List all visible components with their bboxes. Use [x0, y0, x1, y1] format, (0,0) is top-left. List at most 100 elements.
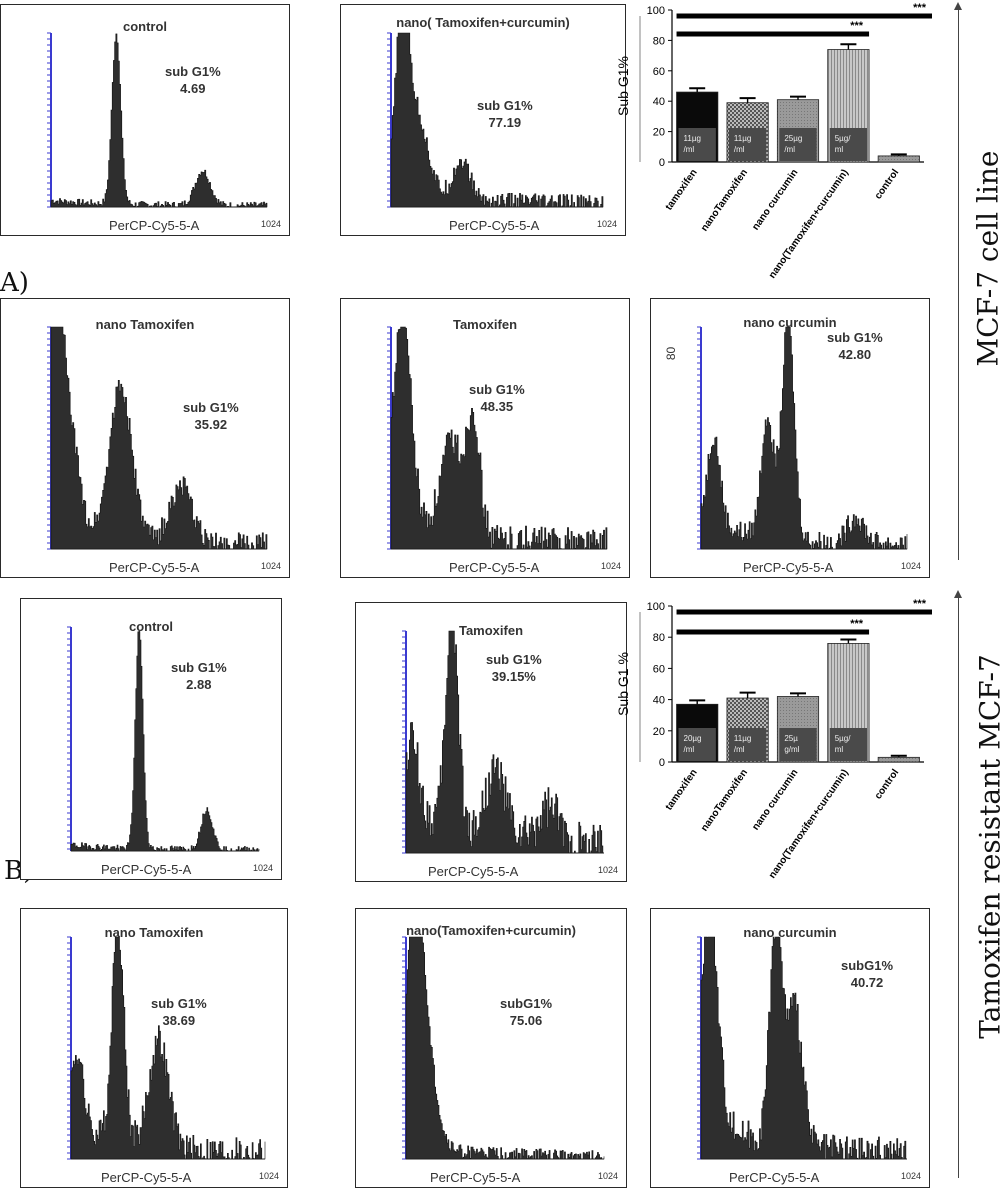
- sub-g1-caption: subG1%: [500, 996, 553, 1011]
- histogram-title: control: [128, 619, 174, 634]
- bar-4: [877, 155, 920, 163]
- bar-category-label: tamoxifen: [664, 167, 700, 212]
- histogram-x-max: 1024: [597, 865, 618, 875]
- bar-category-label: control: [873, 767, 902, 801]
- sub-g1-caption: sub G1%: [469, 382, 525, 397]
- bar-category-label: nano curcumin: [750, 167, 800, 232]
- bar-dose-box-2: [779, 128, 817, 161]
- histogram-plot-a-tam: [387, 326, 608, 550]
- histogram-x-label: PerCP-Cy5-5-A: [449, 560, 540, 575]
- bar-dose-box-0: [678, 128, 716, 161]
- histogram-panel-a-nano-tc: nano( Tamoxifen+curcumin) sub G1% 77.19 Per…: [340, 4, 626, 236]
- histogram-plot-b-nano-cur: [697, 936, 907, 1160]
- histogram-x-max: 1024: [252, 863, 273, 873]
- histogram-area: [50, 33, 268, 208]
- histogram-panel-a-tam: Tamoxifen sub G1% 48.35 PerCP-Cy5-5-A 1024: [340, 298, 630, 578]
- histogram-panel-b-nano-tc: nano(Tamoxifen+curcumin) subG1% 75.06 PerCP…: [355, 908, 627, 1188]
- bar-dose-label: g/ml: [784, 745, 799, 754]
- section-label-a: A): [0, 268, 29, 298]
- sub-g1-caption: sub G1%: [477, 98, 533, 113]
- histogram-x-label: PerCP-Cy5-5-A: [449, 218, 540, 233]
- bar-y-tick-label: 60: [653, 66, 665, 78]
- sub-g1-value: 39.15%: [491, 669, 536, 684]
- side-arrow-top: [954, 2, 962, 560]
- histogram-title: nano curcumin: [743, 925, 837, 940]
- bar-dose-label: 5µg/: [835, 734, 852, 743]
- bar-y-tick-label: 40: [653, 96, 665, 108]
- bar-dose-box-1: [728, 728, 767, 761]
- histogram-title: nano(Tamoxifen+curcumin): [406, 923, 576, 938]
- histogram-title: Tamoxifen: [452, 317, 518, 332]
- sub-g1-value: 75.06: [509, 1013, 543, 1028]
- histogram-plot-b-nano-tam: [67, 936, 266, 1160]
- bar-dose-label: /ml: [734, 745, 745, 754]
- sub-g1-value: 38.69: [162, 1013, 196, 1028]
- histogram-panel-b-nano-cur: nano curcumin subG1% 40.72 PerCP-Cy5-5-A 102…: [650, 908, 930, 1188]
- significance-label: ***: [913, 598, 927, 610]
- bar-y-tick-label: 20: [653, 726, 665, 738]
- histogram-title: nano( Tamoxifen+curcumin): [396, 15, 570, 30]
- bar-4: [877, 756, 920, 763]
- histogram-area: [390, 326, 608, 550]
- sub-g1-label: sub G1% 35.92: [183, 399, 239, 433]
- histogram-x-max: 1024: [900, 1171, 921, 1181]
- sub-g1-label: sub G1% 48.35: [469, 381, 525, 415]
- bar-dose-label: 25µ: [784, 734, 798, 743]
- sub-g1-value: 2.88: [186, 677, 212, 692]
- bar-dose-label: /ml: [684, 745, 695, 754]
- histogram-x-label: PerCP-Cy5-5-A: [428, 864, 519, 879]
- histogram-title: nano curcumin: [743, 315, 837, 330]
- bar-y-tick-label: 0: [659, 157, 665, 169]
- bar-y-tick-label: 20: [653, 127, 665, 139]
- bar-dose-label: 20µg: [684, 734, 702, 743]
- bar-y-tick-label: 0: [659, 757, 665, 769]
- histogram-x-label: PerCP-Cy5-5-A: [109, 560, 200, 575]
- bar-y-label: Sub G1 %: [615, 652, 631, 716]
- histogram-panel-b-tam: Tamoxifen sub G1% 39.15% PerCP-Cy5-5-A 1024: [355, 602, 627, 882]
- histogram-area: [70, 936, 266, 1160]
- sub-g1-label: sub G1% 2.88: [171, 659, 227, 693]
- bar-dose-label: ml: [835, 745, 844, 754]
- histogram-panel-b-nano-tam: nano Tamoxifen sub G1% 38.69 PerCP-Cy5-5-A 1…: [20, 908, 288, 1188]
- bar-dose-box-3: [829, 128, 868, 161]
- bar-category-label: control: [873, 167, 902, 201]
- histogram-title: nano Tamoxifen: [95, 317, 195, 332]
- bar-chart-svg: 0 20 40 60 80 100 Sub G1 % 20µg/ml tamoxifen 11µg…: [615, 598, 932, 881]
- histogram-area: [50, 326, 268, 550]
- histogram-plot-a-control: [47, 32, 268, 208]
- bar-y-tick-label: 80: [653, 632, 665, 644]
- sub-g1-caption: subG1%: [841, 958, 894, 973]
- sub-g1-value: 4.69: [180, 81, 206, 96]
- bar-dose-label: 5µg/: [835, 134, 852, 143]
- histogram-area: [405, 630, 604, 854]
- histogram-plot-b-control: [67, 626, 260, 852]
- bar-chart-mcf7: 0 20 40 60 80 100 Sub G1% 11µg/ml tamoxifen 11µg /…: [600, 0, 940, 292]
- sub-g1-label: subG1% 75.06: [500, 995, 552, 1029]
- sub-g1-label: sub G1% 38.69: [151, 995, 207, 1029]
- bar-y-tick-label: 100: [647, 601, 665, 613]
- sub-g1-label: subG1% 40.72: [841, 957, 893, 991]
- significance-label: ***: [913, 2, 927, 14]
- histogram-area: [390, 32, 604, 208]
- histogram-plot-b-nano-tc: [402, 936, 605, 1160]
- histogram-x-max: 1024: [597, 1171, 618, 1181]
- histogram-x-label: PerCP-Cy5-5-A: [743, 560, 834, 575]
- bar-y-tick-label: 80: [653, 35, 665, 47]
- histogram-x-label: PerCP-Cy5-5-A: [101, 1170, 192, 1185]
- histogram-title: nano Tamoxifen: [104, 925, 204, 940]
- bar-category-label: nanoTamoxifen: [699, 767, 750, 833]
- histogram-title: Tamoxifen: [458, 623, 524, 638]
- histogram-area: [405, 936, 605, 1160]
- bar-dose-box-1: [728, 128, 767, 161]
- histogram-x-max: 1024: [900, 561, 921, 571]
- sub-g1-value: 42.80: [838, 347, 872, 362]
- bar-chart-tamres: 0 20 40 60 80 100 Sub G1 % 20µg/ml tamoxifen 11µg…: [600, 596, 940, 894]
- bar-dose-label: /ml: [784, 145, 795, 154]
- bar-y-tick-label: 60: [653, 663, 665, 675]
- sub-g1-label: sub G1% 4.69: [165, 63, 221, 97]
- histogram-panel-a-nano-cur: nano curcumin sub G1% 42.80 PerCP-Cy5-5-A 10…: [650, 298, 930, 578]
- bar-category-label: tamoxifen: [664, 767, 700, 812]
- side-arrow-bottom: [954, 590, 962, 1178]
- bar-dose-label: 25µg: [784, 134, 802, 143]
- sub-g1-value: 48.35: [480, 399, 514, 414]
